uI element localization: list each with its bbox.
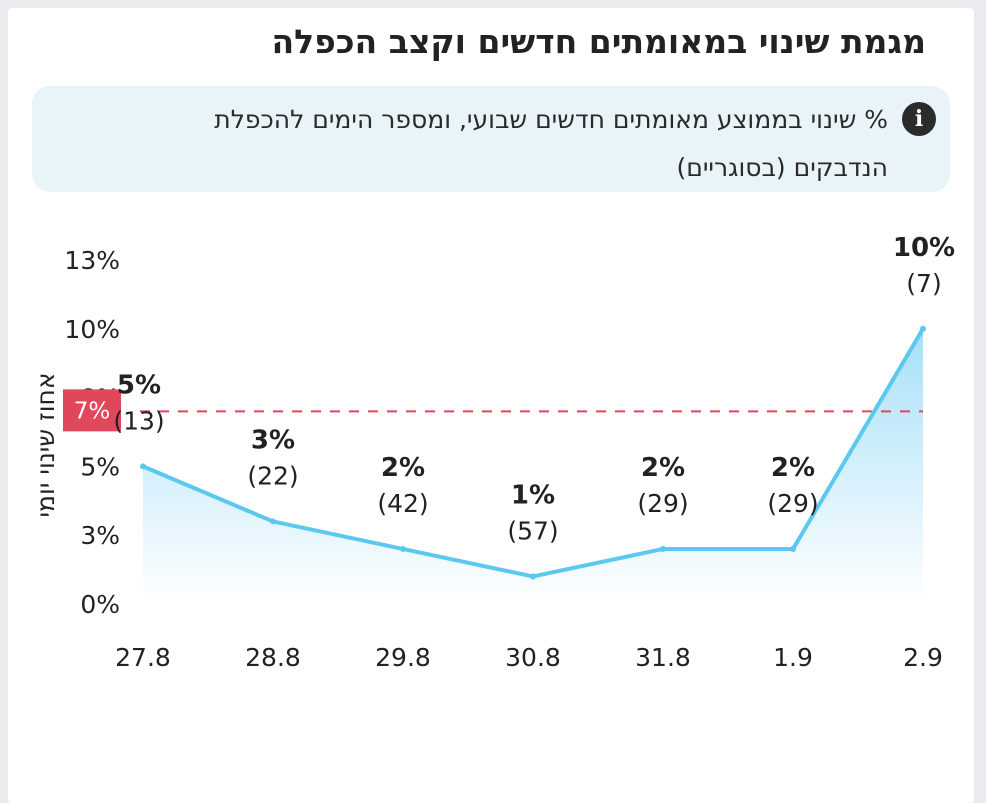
y-tick-label: 10% xyxy=(64,315,120,344)
doubling-label: (57) xyxy=(507,516,558,545)
x-tick-label: 29.8 xyxy=(375,643,431,672)
data-point xyxy=(790,545,796,552)
info-box: i % שינוי בממוצע מאומתים חדשים שבועי, ומ… xyxy=(32,86,950,192)
x-tick-label: 27.8 xyxy=(115,643,171,672)
data-point xyxy=(920,325,926,332)
y-tick-label: 13% xyxy=(64,246,120,275)
x-tick-label: 2.9 xyxy=(903,643,943,672)
doubling-label: (29) xyxy=(767,489,818,518)
x-tick-label: 30.8 xyxy=(505,643,561,672)
x-tick-label: 1.9 xyxy=(773,643,813,672)
value-label: 2% xyxy=(381,453,425,483)
value-label: 5% xyxy=(117,370,161,400)
value-label: 10% xyxy=(893,233,955,263)
y-axis-label: אחוז שינוי יומי xyxy=(31,372,60,517)
data-point xyxy=(270,518,276,525)
doubling-label: (13) xyxy=(113,406,164,435)
data-point xyxy=(660,545,666,552)
doubling-label: (29) xyxy=(637,489,688,518)
threshold-badge xyxy=(63,389,121,432)
info-text: % שינוי בממוצע מאומתים חדשים שבועי, ומספ… xyxy=(214,105,888,182)
x-tick-label: 28.8 xyxy=(245,643,301,672)
data-labels: 5% (13) 3% (22) 2% (42) 1% (57) 2% (29) 2% (29) 10% (… xyxy=(113,233,955,546)
x-tick-label: 31.8 xyxy=(635,643,691,672)
value-label: 3% xyxy=(251,425,295,455)
chart-title: מגמת שינוי במאומתים חדשים וקצב הכפלה xyxy=(271,22,927,61)
x-axis-ticks: 27.8 28.8 29.8 30.8 31.8 1.9 2.9 xyxy=(115,643,943,672)
doubling-label: (7) xyxy=(906,269,941,298)
value-label: 2% xyxy=(771,453,815,483)
data-point xyxy=(400,545,406,552)
doubling-label: (22) xyxy=(247,461,298,490)
value-label: 1% xyxy=(511,480,555,510)
y-tick-label: 5% xyxy=(80,452,120,481)
y-tick-label: 3% xyxy=(80,521,120,550)
data-points xyxy=(140,325,926,580)
info-icon[interactable]: i xyxy=(902,102,936,136)
y-tick-label: 0% xyxy=(80,590,120,619)
data-point xyxy=(140,463,146,470)
data-point xyxy=(530,573,536,580)
threshold-label: 7% xyxy=(74,398,111,424)
doubling-label: (42) xyxy=(377,489,428,518)
value-label: 2% xyxy=(641,453,685,483)
y-axis-ticks: 0%3%5%8%10%13% xyxy=(64,246,120,619)
